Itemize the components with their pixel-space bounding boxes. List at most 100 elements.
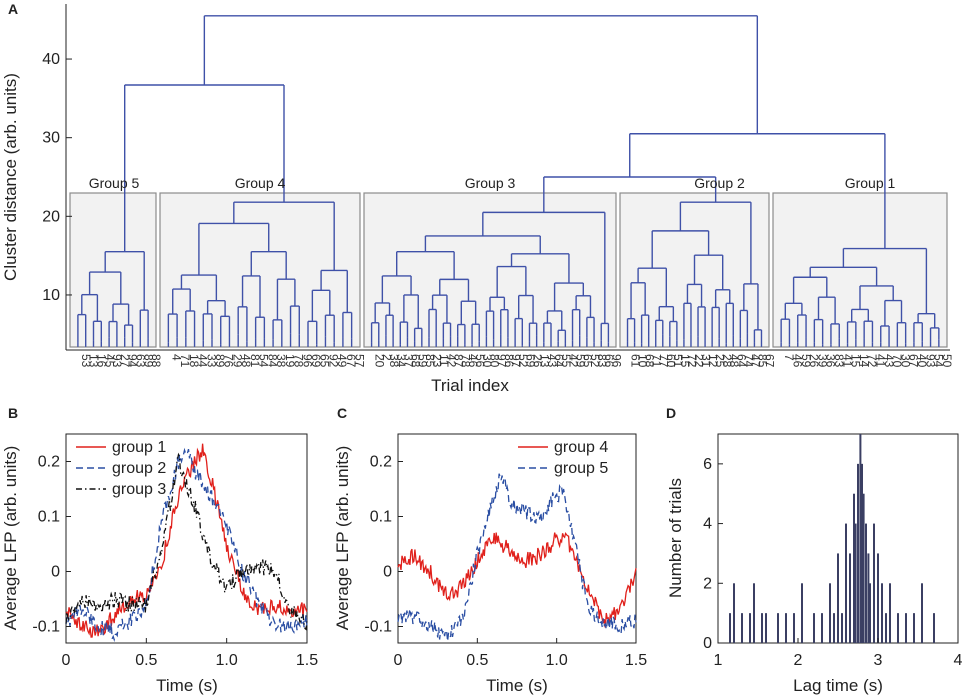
- leaf-label: 83: [832, 354, 846, 368]
- y-tick-label: 4: [703, 516, 712, 533]
- lfp-lines: [65, 443, 308, 643]
- leaf-label: 15: [849, 354, 863, 368]
- dendrogram-tree: [77, 15, 940, 347]
- leaf-label: 65: [318, 354, 332, 368]
- histogram-bar: [889, 583, 891, 643]
- leaf-label: 59: [416, 354, 430, 368]
- leaf-label: 56: [473, 354, 487, 368]
- histogram-bar: [761, 613, 763, 643]
- histogram-bar: [753, 583, 755, 643]
- leaf-label: 88: [149, 354, 163, 368]
- histogram-bars: [729, 434, 935, 643]
- leaf-label: 69: [523, 354, 537, 368]
- x-tick-label: 1: [714, 652, 723, 669]
- leaf-label: 60: [664, 354, 678, 368]
- leaf-label: 66: [602, 354, 616, 368]
- histogram-bar: [729, 613, 731, 643]
- y-tick-label: 2: [703, 575, 712, 592]
- y-axis-label: Average LFP (arb. units): [333, 446, 352, 631]
- histogram-bar: [897, 613, 899, 643]
- leaf-label: 36: [824, 354, 838, 368]
- y-tick-label: 0: [703, 635, 712, 652]
- leaf-label: 29: [230, 354, 244, 368]
- legend-label: group 2: [112, 460, 166, 477]
- histogram-bar: [765, 613, 767, 643]
- group-box: [772, 192, 948, 348]
- leaf-label: 47: [748, 354, 762, 368]
- histogram-bar: [877, 553, 879, 643]
- leaf-label: 10: [636, 354, 650, 368]
- leaf-label: 45: [102, 354, 116, 368]
- histogram-bar: [862, 493, 865, 643]
- leaf-label: 71: [650, 354, 664, 368]
- x-axis-label: Time (s): [156, 676, 218, 695]
- leaf-label: 85: [755, 354, 769, 368]
- y-tick-label: 20: [42, 208, 60, 225]
- leaf-label: 50: [940, 354, 954, 368]
- x-tick-label: 0.5: [466, 652, 488, 669]
- histogram-bar: [793, 613, 795, 643]
- leaf-label: 31: [699, 354, 713, 368]
- leaf-label: 44: [196, 354, 210, 368]
- leaf-label: 89: [213, 354, 227, 368]
- histogram-bar: [867, 553, 870, 643]
- leaf-label: 97: [509, 354, 523, 368]
- leaf-label: 76: [222, 354, 236, 368]
- x-tick-label: 1.5: [625, 652, 647, 669]
- leaf-label: 26: [530, 354, 544, 368]
- group-box: [363, 192, 617, 348]
- histogram-bar: [865, 523, 867, 643]
- histogram-bar: [854, 523, 857, 643]
- y-tick-label: 0.1: [370, 509, 392, 526]
- leaf-label: 46: [790, 354, 804, 368]
- legend: group 4 group 5: [518, 439, 608, 477]
- x-tick-label: 2: [794, 652, 803, 669]
- y-tick-label: 0: [383, 564, 392, 581]
- plot-frame: [397, 433, 637, 644]
- x-axis-label: Lag time (s): [793, 676, 883, 695]
- leaf-label: 96: [300, 354, 314, 368]
- leaf-label: 85: [423, 354, 437, 368]
- leaf-label: 63: [134, 354, 148, 368]
- leaf-label: 78: [292, 354, 306, 368]
- histogram-bar: [913, 613, 915, 643]
- leaf-label: 12: [706, 354, 720, 368]
- leaf-label: 52: [516, 354, 530, 368]
- leaf-label: 59: [799, 354, 813, 368]
- leaf-label: 51: [671, 354, 685, 368]
- leaf-label: 48: [239, 354, 253, 368]
- leaf-label: 43: [545, 354, 559, 368]
- leaf-label: 93: [110, 354, 124, 368]
- y-tick-label: 0.2: [370, 454, 392, 471]
- leaf-label: 30: [480, 354, 494, 368]
- y-axis-label: Number of trials: [666, 478, 685, 598]
- leaf-label: 27: [118, 354, 132, 368]
- leaf-label: 4: [169, 354, 183, 361]
- leaf-label: 23: [430, 354, 444, 368]
- series-line-group-3: [65, 452, 308, 631]
- leaf-label: 42: [444, 354, 458, 368]
- leaf-label: 67: [344, 354, 358, 368]
- leaf-label: 64: [552, 354, 566, 368]
- x-tick-label: 4: [954, 652, 963, 669]
- histogram-bar: [853, 493, 855, 643]
- y-tick-label: 10: [42, 287, 60, 304]
- x-tick-label: 3: [874, 652, 883, 669]
- histogram-bar: [873, 523, 875, 643]
- legend-label: group 4: [554, 439, 608, 456]
- leaf-label: 97: [495, 354, 509, 368]
- leaf-label: 41: [873, 354, 887, 368]
- leaf-label: 33: [204, 354, 218, 368]
- histogram-bar: [885, 613, 887, 643]
- histogram-bar: [905, 613, 907, 643]
- leaf-label: 41: [840, 354, 854, 368]
- histogram-bar: [845, 523, 847, 643]
- y-tick-label: 0: [51, 564, 60, 581]
- x-tick-label: 1.0: [216, 652, 238, 669]
- leaf-label: 69: [309, 354, 323, 368]
- legend-label: group 1: [112, 439, 166, 456]
- group-label: Group 1: [845, 175, 896, 191]
- y-tick-label: 0.1: [38, 509, 60, 526]
